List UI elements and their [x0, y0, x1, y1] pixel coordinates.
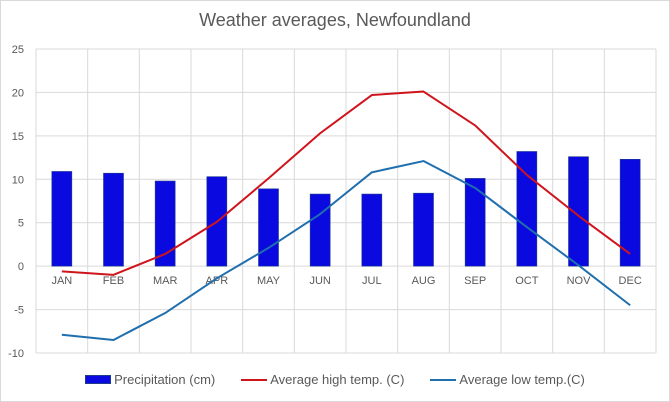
x-tick-label: MAR: [153, 275, 178, 287]
x-tick-label: DEC: [619, 275, 642, 287]
y-tick-label: 15: [12, 131, 24, 143]
precipitation-bar: [464, 178, 486, 267]
chart-title: Weather averages, Newfoundland: [199, 10, 471, 30]
y-tick-label: 20: [12, 87, 24, 99]
legend-item-low-temp[interactable]: Average low temp.(C): [430, 372, 585, 387]
x-tick-labels: JAN FEB MAR APR MAY JUN JUL AUG SEP OCT NOV DEC: [51, 275, 641, 287]
legend-label: Average high temp. (C): [270, 372, 405, 387]
x-tick-label: NOV: [567, 275, 592, 287]
precipitation-bar: [51, 171, 73, 267]
legend-item-high-temp[interactable]: Average high temp. (C): [241, 372, 404, 387]
legend-label: Average low temp.(C): [459, 372, 585, 387]
legend-item-precipitation[interactable]: Precipitation (cm): [85, 372, 215, 387]
x-tick-label: JUL: [362, 275, 382, 287]
precipitation-bars: [51, 151, 641, 267]
x-tick-label: AUG: [412, 275, 436, 287]
low-temp-line: [61, 160, 631, 341]
legend-label: Precipitation (cm): [114, 372, 216, 387]
precipitation-bar: [154, 180, 176, 267]
legend: Precipitation (cm) Average high temp. (C…: [0, 372, 670, 387]
y-tick-labels: 25 20 15 10 5 0 -5 -10: [8, 44, 24, 360]
precipitation-bar: [619, 159, 641, 267]
temperature-lines: [61, 90, 631, 341]
x-tick-label: MAY: [257, 275, 281, 287]
precipitation-bar: [309, 193, 331, 267]
legend-swatch-line: [430, 378, 457, 381]
x-tick-label: FEB: [103, 275, 124, 287]
precipitation-bar: [103, 172, 124, 267]
x-tick-label: OCT: [515, 275, 539, 287]
x-tick-label: APR: [206, 275, 229, 287]
x-tick-label: JAN: [51, 275, 72, 287]
y-tick-label: -10: [8, 348, 24, 360]
legend-swatch-bar: [85, 375, 112, 384]
x-tick-label: SEP: [464, 275, 486, 287]
precipitation-bar: [361, 193, 383, 267]
legend-swatch-line: [241, 378, 268, 381]
precipitation-bar: [258, 188, 279, 267]
y-tick-label: 5: [18, 218, 24, 230]
y-tick-label: 10: [12, 174, 24, 186]
high-temp-line: [61, 90, 631, 276]
y-tick-label: 25: [12, 44, 24, 56]
grid-lines: [35, 48, 657, 354]
y-tick-label: -5: [14, 305, 24, 317]
precipitation-bar: [413, 192, 434, 267]
x-tick-label: JUN: [309, 275, 330, 287]
y-tick-label: 0: [18, 261, 24, 273]
